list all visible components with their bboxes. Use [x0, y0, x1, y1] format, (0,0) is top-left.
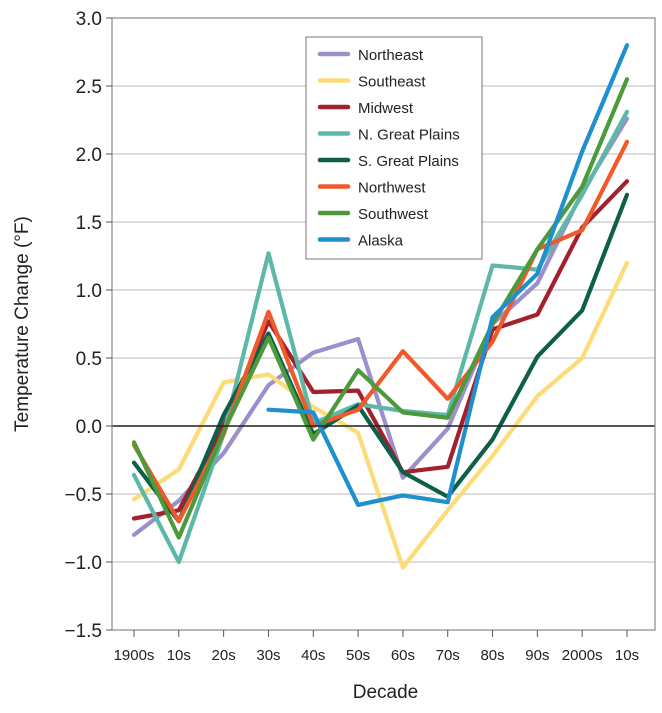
- y-tick-label: −0.5: [64, 485, 102, 506]
- x-tick-label: 40s: [301, 647, 325, 664]
- legend-label: Southwest: [358, 206, 429, 223]
- y-tick-label: 0.5: [76, 349, 102, 370]
- y-tick-label: 2.5: [76, 77, 102, 98]
- y-tick-label: −1.0: [64, 553, 102, 574]
- legend-label: S. Great Plains: [358, 153, 459, 170]
- legend-label: Southeast: [358, 74, 426, 91]
- x-tick-label: 30s: [256, 647, 280, 664]
- y-axis-title: Temperature Change (°F): [12, 216, 33, 432]
- x-axis-ticks: 1900s 10s 20s 30s 40s 50s 60s 70s 80s 90s 2000s 10s: [114, 630, 639, 664]
- series-line-alaska: [266, 43, 630, 507]
- y-tick-label: −1.5: [64, 621, 102, 642]
- y-tick-label: 0.0: [76, 417, 102, 438]
- legend-box: [305, 36, 483, 260]
- legend-label: Alaska: [358, 233, 404, 250]
- x-tick-label: 50s: [346, 647, 370, 664]
- x-tick-label: 60s: [391, 647, 415, 664]
- x-tick-label: 20s: [212, 647, 236, 664]
- y-tick-label: 3.0: [76, 9, 102, 30]
- legend-label: N. Great Plains: [358, 127, 460, 144]
- legend: Northeast Southeast Midwest N. Great Plains…: [305, 36, 483, 260]
- x-tick-label: 10s: [615, 647, 639, 664]
- legend-items: Northeast Southeast Midwest N. Great Plains…: [317, 47, 460, 250]
- series-line-s-great-plains: [131, 192, 630, 524]
- plot-frame: [111, 17, 656, 631]
- y-axis-ticks: 3.0 2.5 2.0 1.5 1.0 0.5 0.0 −0.5 −1.0 −1.5: [64, 9, 112, 642]
- y-tick-label: 2.0: [76, 145, 102, 166]
- x-tick-label: 10s: [167, 647, 191, 664]
- x-axis-title: Decade: [353, 682, 419, 703]
- x-tick-label: 90s: [525, 647, 549, 664]
- x-tick-label: 70s: [436, 647, 460, 664]
- x-tick-label: 80s: [480, 647, 504, 664]
- legend-label: Midwest: [358, 100, 414, 117]
- series-line-midwest: [131, 179, 630, 521]
- x-tick-label: 2000s: [562, 647, 603, 664]
- y-tick-label: 1.5: [76, 213, 102, 234]
- series-lines: [131, 43, 630, 570]
- series-line-southwest: [131, 77, 630, 540]
- legend-label: Northwest: [358, 180, 426, 197]
- x-tick-label: 1900s: [114, 647, 155, 664]
- y-tick-label: 1.0: [76, 281, 102, 302]
- legend-label: Northeast: [358, 47, 424, 64]
